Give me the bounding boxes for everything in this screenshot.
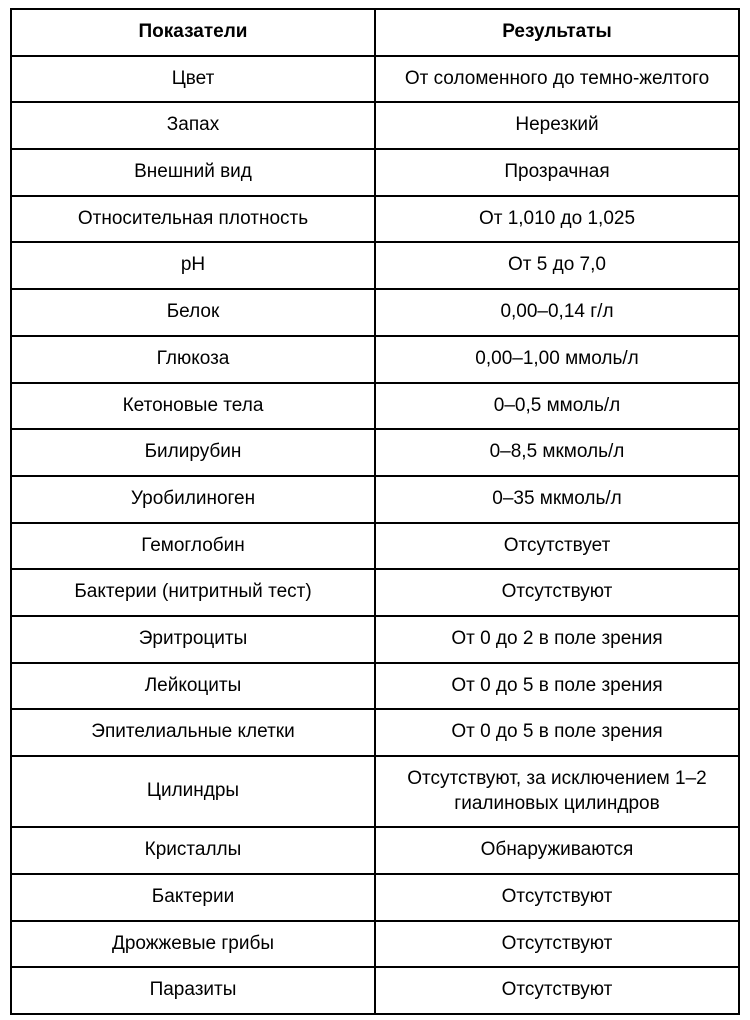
cell-result: От 0 до 5 в поле зрения [375,709,739,756]
cell-result: Прозрачная [375,149,739,196]
table-row: Эритроциты От 0 до 2 в поле зрения [11,616,739,663]
table-header-row: Показатели Результаты [11,9,739,56]
table-row: Относительная плотность От 1,010 до 1,02… [11,196,739,243]
table-row: Белок 0,00–0,14 г/л [11,289,739,336]
cell-result: От соломенного до темно-желтого [375,56,739,103]
cell-result: Нерезкий [375,102,739,149]
urinalysis-reference-table: Показатели Результаты Цвет От соломенног… [10,8,740,1015]
cell-indicator: Эритроциты [11,616,375,663]
table-row: pH От 5 до 7,0 [11,242,739,289]
cell-indicator: Белок [11,289,375,336]
table-row: Глюкоза 0,00–1,00 ммоль/л [11,336,739,383]
cell-result: Отсутствует [375,523,739,570]
table-row: Лейкоциты От 0 до 5 в поле зрения [11,663,739,710]
cell-result: Отсутствуют [375,921,739,968]
cell-indicator: Бактерии (нитритный тест) [11,569,375,616]
cell-indicator: Билирубин [11,429,375,476]
cell-indicator: Относительная плотность [11,196,375,243]
cell-result: 0,00–0,14 г/л [375,289,739,336]
cell-result: 0–35 мкмоль/л [375,476,739,523]
table-row: Гемоглобин Отсутствует [11,523,739,570]
cell-indicator: Кристаллы [11,827,375,874]
cell-indicator: Цилиндры [11,756,375,827]
cell-indicator: Паразиты [11,967,375,1014]
cell-indicator: Лейкоциты [11,663,375,710]
cell-indicator: Кетоновые тела [11,383,375,430]
cell-result: Обнаруживаются [375,827,739,874]
cell-indicator: Бактерии [11,874,375,921]
table-row: Бактерии (нитритный тест) Отсутствуют [11,569,739,616]
cell-indicator: Цвет [11,56,375,103]
cell-indicator: pH [11,242,375,289]
cell-indicator: Уробилиноген [11,476,375,523]
cell-indicator: Внешний вид [11,149,375,196]
table-row: Эпителиальные клетки От 0 до 5 в поле зр… [11,709,739,756]
cell-result: От 0 до 2 в поле зрения [375,616,739,663]
cell-indicator: Эпителиальные клетки [11,709,375,756]
cell-result: От 5 до 7,0 [375,242,739,289]
table-row: Запах Нерезкий [11,102,739,149]
table-row: Цвет От соломенного до темно-желтого [11,56,739,103]
cell-result: От 0 до 5 в поле зрения [375,663,739,710]
cell-result: 0–0,5 ммоль/л [375,383,739,430]
table-row: Дрожжевые грибы Отсутствуют [11,921,739,968]
table-row: Кристаллы Обнаруживаются [11,827,739,874]
table-row: Билирубин 0–8,5 мкмоль/л [11,429,739,476]
cell-indicator: Дрожжевые грибы [11,921,375,968]
table-row: Уробилиноген 0–35 мкмоль/л [11,476,739,523]
cell-result: Отсутствуют [375,569,739,616]
column-header-indicator: Показатели [11,9,375,56]
cell-result: Отсутствуют [375,874,739,921]
cell-result: 0–8,5 мкмоль/л [375,429,739,476]
cell-result: От 1,010 до 1,025 [375,196,739,243]
cell-result: Отсутствуют [375,967,739,1014]
table-row: Внешний вид Прозрачная [11,149,739,196]
table-row: Кетоновые тела 0–0,5 ммоль/л [11,383,739,430]
table-row: Паразиты Отсутствуют [11,967,739,1014]
cell-result: 0,00–1,00 ммоль/л [375,336,739,383]
table-row: Цилиндры Отсутствуют, за исключением 1–2… [11,756,739,827]
cell-result: Отсутствуют, за исключением 1–2 гиалинов… [375,756,739,827]
cell-indicator: Гемоглобин [11,523,375,570]
table-row: Бактерии Отсутствуют [11,874,739,921]
column-header-result: Результаты [375,9,739,56]
cell-indicator: Глюкоза [11,336,375,383]
cell-indicator: Запах [11,102,375,149]
